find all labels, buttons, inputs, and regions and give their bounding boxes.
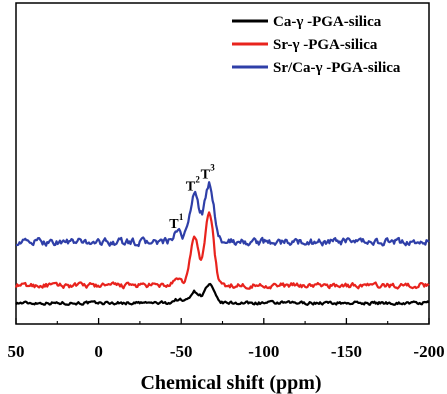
- x-axis-ticks: 50 0 -50 -100 -150 -200: [8, 318, 445, 361]
- legend: Ca-γ -PGA-silica Sr-γ -PGA-silica Sr/Ca-γ …: [232, 14, 401, 76]
- x-tick-label-0: 50: [8, 342, 25, 361]
- peak-label-1: T: [186, 180, 196, 195]
- peak-label-2: T: [201, 168, 211, 183]
- x-axis-title: Chemical shift (ppm): [140, 372, 321, 394]
- legend-label-0: Ca-γ -PGA-silica: [273, 14, 382, 30]
- series-layer: [14, 181, 430, 306]
- peak-label-sup-2: 3: [210, 163, 215, 173]
- legend-label-2: Sr/Ca-γ -PGA-silica: [273, 60, 401, 76]
- peak-annotations: T 1T 2 T 3: [169, 163, 215, 233]
- peak-label-sup-0: 1: [179, 212, 184, 222]
- x-tick-label-2: -50: [170, 342, 193, 361]
- legend-label-1: Sr-γ -PGA-silica: [273, 37, 378, 53]
- series-line-1: [14, 211, 430, 290]
- series-line-2: [16, 181, 430, 248]
- x-tick-label-1: 0: [94, 342, 103, 361]
- x-tick-label-3: -100: [248, 342, 279, 361]
- series-line-0: [15, 282, 430, 306]
- x-tick-label-5: -200: [413, 342, 444, 361]
- x-tick-label-4: -150: [331, 342, 362, 361]
- peak-label-0: T: [169, 217, 179, 232]
- peak-label-sup-1: 2: [195, 175, 200, 185]
